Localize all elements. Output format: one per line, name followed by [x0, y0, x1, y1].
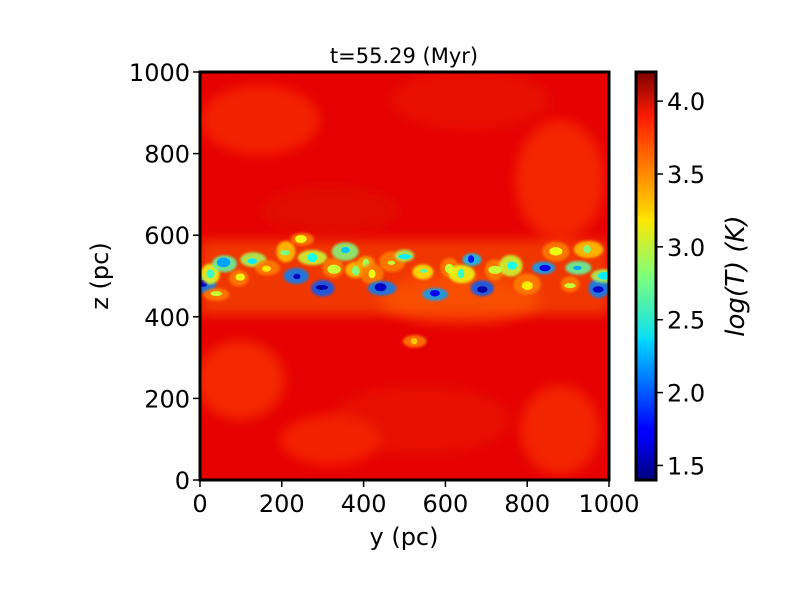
- y-axis: 0 200 400 600 800 1000: [129, 59, 200, 495]
- clump-core: [583, 245, 591, 254]
- y-axis-label: z (pc): [86, 242, 114, 309]
- clump-core: [573, 265, 582, 270]
- colorbar-tick-label: 2.0: [667, 380, 705, 408]
- clump-core: [467, 255, 475, 263]
- clump-core: [280, 249, 290, 256]
- clump-core: [539, 264, 551, 272]
- clump-core: [387, 260, 396, 265]
- colorbar-tick-label: 1.5: [667, 452, 705, 480]
- clump-core: [507, 261, 517, 270]
- clump-core: [488, 265, 502, 274]
- y-tick-label: 800: [144, 141, 190, 169]
- y-tick-label: 0: [175, 467, 190, 495]
- x-tick-label: 1000: [578, 490, 639, 518]
- y-tick-label: 400: [144, 304, 190, 332]
- colorbar: [634, 70, 658, 482]
- x-axis-label: y (pc): [370, 523, 439, 551]
- chart-title: t=55.29 (Myr): [330, 44, 478, 68]
- x-tick-label: 400: [341, 490, 387, 518]
- heatmap-area: [200, 72, 609, 480]
- clump-core: [564, 283, 576, 289]
- x-tick-label: 0: [192, 490, 207, 518]
- colorbar-ticks: 1.5 2.0 2.5 3.0 3.5 4.0: [656, 88, 705, 480]
- colorbar-label: log(T) (K): [721, 215, 751, 336]
- clump-core: [410, 338, 418, 345]
- clump-core: [235, 273, 245, 281]
- clump-core: [206, 269, 215, 279]
- x-tick-label: 600: [422, 490, 468, 518]
- clump-core: [549, 247, 563, 256]
- clump-core: [327, 264, 341, 274]
- clump-core: [341, 247, 350, 254]
- clump-core: [398, 254, 411, 260]
- clump-core: [477, 286, 488, 293]
- clump-core: [247, 258, 257, 264]
- clump-core: [521, 281, 533, 291]
- y-tick-label: 200: [144, 385, 190, 413]
- clump-core: [316, 285, 328, 290]
- clump-core: [368, 269, 376, 279]
- clump-core: [307, 253, 318, 263]
- clump-core: [295, 235, 307, 243]
- y-tick-label: 1000: [129, 59, 190, 87]
- clump-core: [351, 265, 361, 276]
- y-tick-label: 600: [144, 222, 190, 250]
- x-axis: 0 200 400 600 800 1000: [192, 480, 640, 518]
- clump-core: [216, 257, 231, 268]
- colorbar-tick-label: 2.5: [667, 307, 705, 335]
- x-tick-label: 800: [504, 490, 550, 518]
- plot-frame: [198, 70, 611, 482]
- cold-clumps: [200, 232, 609, 348]
- clump-core: [374, 283, 387, 292]
- clump-core: [420, 268, 428, 273]
- colorbar-tick-label: 3.5: [667, 161, 705, 189]
- clump-core: [293, 273, 301, 280]
- x-tick-label: 200: [259, 490, 305, 518]
- clump-core: [429, 289, 440, 297]
- clump-core: [597, 272, 609, 280]
- clump-core: [457, 268, 465, 279]
- colorbar-tick-label: 3.0: [667, 234, 705, 262]
- clump-core: [592, 286, 604, 293]
- clump-core: [210, 291, 223, 297]
- colorbar-tick-label: 4.0: [667, 88, 705, 116]
- clump-core: [262, 265, 271, 272]
